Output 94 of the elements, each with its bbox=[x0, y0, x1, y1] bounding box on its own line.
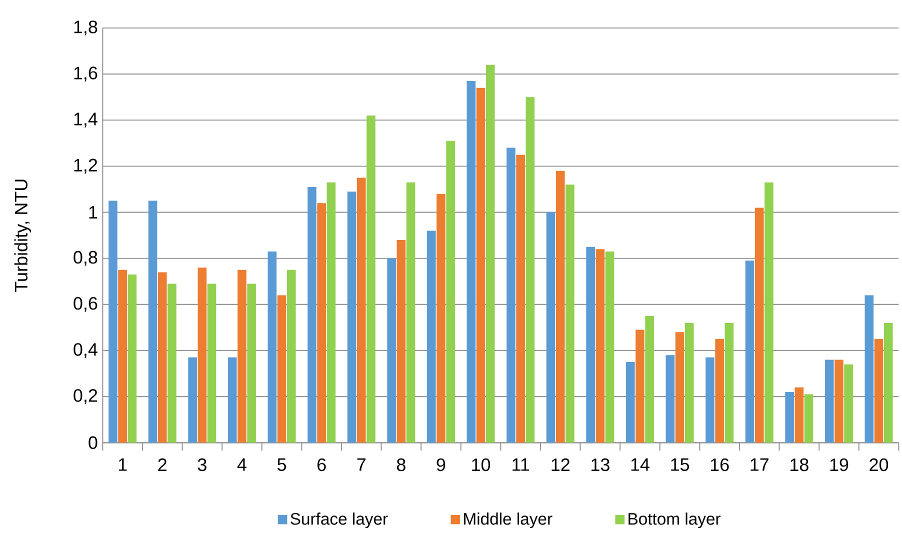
bar bbox=[406, 182, 416, 443]
bar bbox=[715, 339, 724, 443]
bar bbox=[436, 194, 446, 443]
bar bbox=[706, 357, 714, 443]
bar bbox=[804, 394, 814, 443]
bar bbox=[794, 387, 804, 443]
x-tick-label: 5 bbox=[277, 458, 286, 471]
bar bbox=[745, 260, 754, 443]
x-tick-label: 14 bbox=[631, 458, 650, 471]
x-tick-label: 1 bbox=[118, 458, 127, 471]
bar bbox=[566, 184, 574, 443]
bar bbox=[546, 212, 556, 443]
x-tick-label: 15 bbox=[671, 458, 690, 471]
bar bbox=[238, 270, 246, 443]
y-tick-label: 0,4 bbox=[74, 343, 98, 358]
bar bbox=[476, 88, 486, 443]
bar bbox=[168, 284, 176, 443]
bar bbox=[506, 148, 516, 443]
x-tick-label: 11 bbox=[512, 458, 530, 471]
bar bbox=[864, 295, 874, 443]
x-tick-label: 10 bbox=[472, 458, 490, 472]
bar bbox=[148, 200, 158, 443]
bar bbox=[824, 360, 834, 443]
bar bbox=[675, 332, 684, 443]
bar bbox=[108, 200, 118, 443]
y-axis-title: Turbidity, NTU bbox=[14, 180, 32, 292]
legend-label: Bottom layer bbox=[628, 512, 720, 528]
x-tick-label: 18 bbox=[790, 458, 808, 472]
bar bbox=[446, 140, 455, 443]
y-tick-label: 1,8 bbox=[74, 20, 98, 36]
y-tick-label: 0,2 bbox=[74, 389, 98, 404]
bar bbox=[198, 268, 207, 443]
x-tick-label: 9 bbox=[436, 458, 446, 472]
bar bbox=[754, 208, 764, 443]
bar bbox=[645, 316, 654, 443]
bar bbox=[158, 272, 167, 443]
bar bbox=[684, 322, 694, 443]
bar bbox=[308, 186, 316, 443]
bar bbox=[247, 284, 256, 443]
bar bbox=[286, 270, 296, 443]
bar bbox=[268, 251, 277, 443]
bar bbox=[128, 274, 137, 443]
x-tick-label: 4 bbox=[237, 458, 246, 471]
bar bbox=[356, 178, 366, 443]
y-tick-label: 1 bbox=[89, 206, 98, 218]
x-tick-label: 6 bbox=[317, 458, 326, 472]
bar bbox=[586, 246, 595, 443]
bar bbox=[526, 97, 535, 443]
x-tick-label: 12 bbox=[552, 458, 570, 471]
bar bbox=[347, 192, 356, 443]
x-tick-label: 8 bbox=[396, 458, 406, 472]
y-tick-label: 0,6 bbox=[74, 297, 98, 312]
bar bbox=[516, 154, 525, 443]
legend-label: Surface layer bbox=[290, 512, 388, 528]
bar bbox=[396, 240, 406, 443]
bar bbox=[785, 392, 794, 443]
bar bbox=[626, 362, 635, 443]
x-tick-label: 17 bbox=[750, 458, 768, 471]
bar bbox=[366, 116, 376, 443]
bar bbox=[207, 284, 216, 443]
bar bbox=[277, 295, 286, 443]
legend-label: Middle layer bbox=[464, 512, 552, 528]
bar bbox=[118, 270, 127, 443]
bar bbox=[466, 80, 476, 443]
bar bbox=[596, 249, 605, 443]
bar bbox=[317, 203, 326, 443]
x-tick-label: 16 bbox=[710, 458, 729, 472]
bar bbox=[874, 339, 884, 443]
bar bbox=[387, 258, 396, 443]
x-tick-label: 7 bbox=[357, 458, 366, 471]
bar bbox=[605, 251, 614, 443]
bar bbox=[228, 357, 237, 443]
bar bbox=[426, 230, 436, 443]
y-tick-label: 0,8 bbox=[74, 250, 98, 266]
bar bbox=[486, 64, 495, 443]
bar bbox=[636, 330, 644, 443]
bar bbox=[556, 170, 565, 443]
x-tick-label: 19 bbox=[830, 458, 848, 472]
x-tick-label: 20 bbox=[870, 458, 888, 472]
y-tick-label: 0 bbox=[88, 436, 98, 450]
x-tick-label: 2 bbox=[158, 458, 166, 471]
bar bbox=[724, 322, 734, 443]
bar bbox=[834, 360, 844, 443]
y-tick-label: 1,2 bbox=[74, 158, 98, 174]
bar bbox=[844, 364, 853, 443]
bar bbox=[764, 182, 774, 443]
bar bbox=[326, 182, 336, 443]
x-tick-label: 3 bbox=[198, 458, 206, 472]
y-tick-label: 1,4 bbox=[74, 112, 98, 128]
y-tick-label: 1,6 bbox=[74, 66, 98, 82]
bar bbox=[884, 322, 893, 443]
bar bbox=[666, 355, 675, 443]
bar bbox=[188, 357, 197, 443]
x-tick-label: 13 bbox=[592, 458, 610, 472]
